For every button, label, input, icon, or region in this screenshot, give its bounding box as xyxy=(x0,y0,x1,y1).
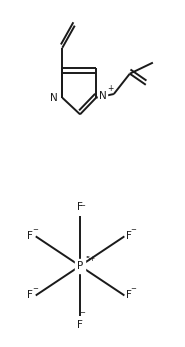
Text: F: F xyxy=(126,290,132,301)
Text: F: F xyxy=(126,231,132,241)
Text: −: − xyxy=(32,227,38,233)
Text: F: F xyxy=(27,290,33,301)
Text: F: F xyxy=(27,231,33,241)
Text: 5+: 5+ xyxy=(85,255,95,262)
Text: N: N xyxy=(99,91,106,101)
Text: F: F xyxy=(77,320,83,330)
Text: P: P xyxy=(77,261,83,271)
Text: −: − xyxy=(79,203,85,209)
Text: −: − xyxy=(79,310,85,316)
Text: F: F xyxy=(77,202,83,212)
Text: −: − xyxy=(32,286,38,292)
Text: +: + xyxy=(108,84,114,93)
Text: N: N xyxy=(50,93,58,103)
Text: −: − xyxy=(131,286,137,292)
Text: −: − xyxy=(131,227,137,233)
